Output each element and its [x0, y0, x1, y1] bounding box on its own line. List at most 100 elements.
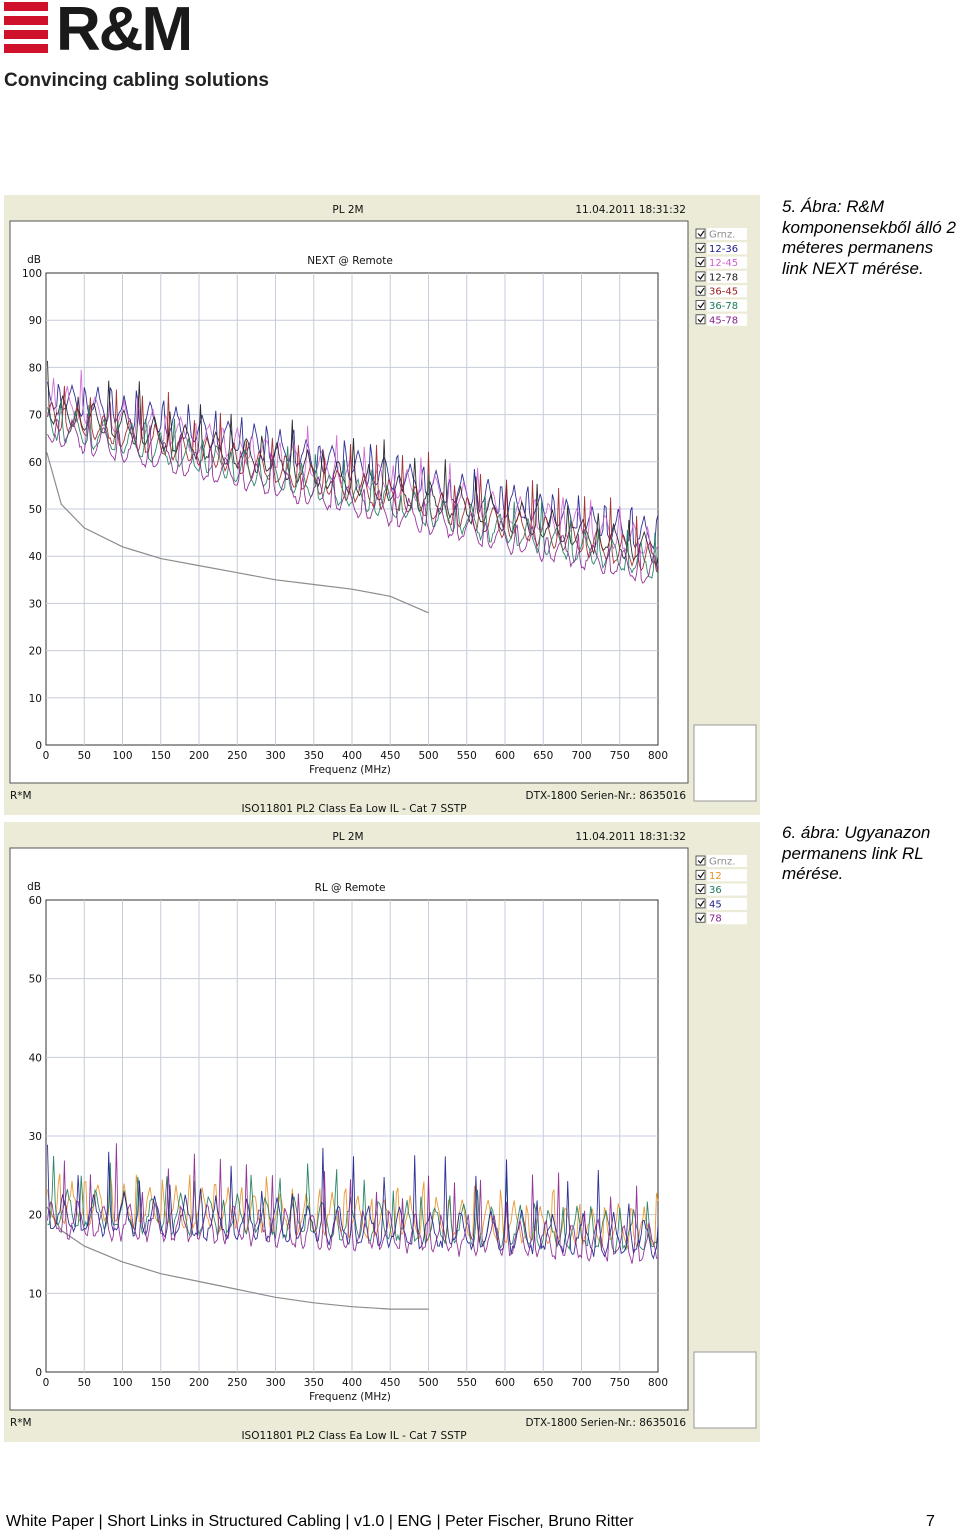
page-footer: White Paper | Short Links in Structured … — [6, 1513, 634, 1530]
y-tick-label: 50 — [29, 504, 42, 516]
checkmark-icon — [697, 244, 705, 252]
x-tick-label: 700 — [571, 750, 591, 762]
x-tick-label: 500 — [418, 750, 438, 762]
next-chart-svg: PL 2M 11.04.2011 18:31:32 NEXT @ Remote dB F… — [9, 204, 757, 815]
x-axis-label: Frequenz (MHz) — [309, 1391, 391, 1403]
legend-entry: 36 — [709, 885, 722, 896]
legend-checkbox — [695, 314, 706, 325]
x-tick-label: 350 — [304, 1377, 324, 1389]
x-tick-label: 650 — [533, 750, 553, 762]
legend-swatch-bg — [707, 869, 747, 882]
figure-rl-chart: PL 2M 11.04.2011 18:31:32 RL @ Remote dB Fre… — [4, 822, 760, 1442]
chart-header-date: 11.04.2011 18:31:32 — [575, 831, 686, 843]
legend-checkbox — [695, 242, 706, 253]
legend-checkbox — [695, 228, 706, 239]
x-tick-label: 600 — [495, 1377, 515, 1389]
legend-swatch-bg — [707, 256, 747, 269]
x-tick-label: 150 — [151, 1377, 171, 1389]
x-tick-label: 150 — [151, 750, 171, 762]
legend-swatch-bg — [707, 912, 747, 925]
legend-checkbox — [695, 855, 706, 866]
brand-logo: R&M Convincing cabling solutions — [4, 0, 304, 97]
checkmark-icon — [697, 914, 705, 922]
checkmark-icon — [697, 871, 705, 879]
legend-checkbox — [695, 300, 706, 310]
chart-header-title: PL 2M — [332, 204, 363, 216]
legend-entry: 45-78 — [709, 315, 738, 326]
x-tick-label: 800 — [648, 1377, 668, 1389]
empty-panel — [693, 724, 757, 802]
y-tick-label: 10 — [29, 693, 42, 705]
y-axis-label: dB — [27, 254, 41, 266]
measurement-trace — [47, 1144, 659, 1260]
x-tick-label: 250 — [227, 1377, 247, 1389]
legend-checkbox — [695, 912, 706, 923]
y-axis-label: dB — [27, 881, 41, 893]
legend-checkbox — [695, 884, 706, 894]
checkmark-icon — [697, 886, 705, 893]
x-tick-label: 800 — [648, 750, 668, 762]
y-tick-label: 60 — [29, 457, 42, 469]
x-tick-label: 500 — [418, 1377, 438, 1389]
y-tick-label: 90 — [29, 315, 42, 327]
x-tick-label: 450 — [380, 750, 400, 762]
checkmark-icon — [697, 287, 705, 295]
limit-line — [46, 1206, 429, 1310]
rl-chart-svg: PL 2M 11.04.2011 18:31:32 RL @ Remote dB Fre… — [9, 831, 757, 1442]
chart-footer-standard: ISO11801 PL2 Class Ea Low IL - Cat 7 SST… — [241, 1430, 466, 1442]
legend-entry: 12-45 — [709, 258, 738, 269]
y-tick-label: 40 — [29, 1052, 42, 1064]
chart-footer-standard: ISO11801 PL2 Class Ea Low IL - Cat 7 SST… — [241, 803, 466, 815]
x-tick-label: 750 — [610, 750, 630, 762]
x-tick-label: 550 — [457, 1377, 477, 1389]
chart-footer-device: DTX-1800 Serien-Nr.: 8635016 — [526, 1417, 687, 1429]
legend-checkbox — [695, 869, 706, 880]
checkmark-icon — [697, 230, 705, 237]
y-tick-label: 70 — [29, 410, 42, 422]
legend-swatch-bg — [707, 299, 747, 312]
y-tick-label: 80 — [29, 362, 42, 374]
x-tick-label: 50 — [78, 750, 91, 762]
x-tick-label: 100 — [112, 750, 132, 762]
chart-header-date: 11.04.2011 18:31:32 — [575, 204, 686, 216]
legend-swatch-bg — [707, 897, 747, 910]
x-tick-label: 400 — [342, 1377, 362, 1389]
figure-5-caption: 5. Ábra: R&M komponensekből álló 2 méter… — [782, 197, 956, 278]
chart-title: RL @ Remote — [315, 882, 386, 894]
figure-next-chart: PL 2M 11.04.2011 18:31:32 NEXT @ Remote dB F… — [4, 195, 760, 815]
logo-name: R&M — [56, 0, 193, 64]
legend-checkbox — [695, 271, 706, 282]
legend-swatch-bg — [707, 855, 747, 867]
y-tick-label: 50 — [29, 974, 42, 986]
chart-title: NEXT @ Remote — [307, 255, 393, 267]
legend-entry: 12-36 — [709, 244, 738, 255]
y-tick-label: 10 — [29, 1288, 42, 1300]
x-tick-label: 0 — [43, 750, 50, 762]
logo-tagline: Convincing cabling solutions — [4, 70, 269, 91]
legend-swatch-bg — [707, 228, 747, 240]
measurement-trace — [47, 398, 659, 579]
figure-6-caption: 6. ábra: Ugyanazon permanens link RL mér… — [782, 823, 931, 883]
y-tick-label: 0 — [35, 740, 42, 752]
legend-swatch-bg — [707, 285, 747, 298]
y-tick-label: 0 — [35, 1367, 42, 1379]
checkmark-icon — [697, 900, 705, 907]
y-tick-label: 40 — [29, 551, 42, 563]
legend-checkbox — [695, 257, 706, 267]
legend-swatch-bg — [707, 313, 747, 326]
y-tick-label: 30 — [29, 598, 42, 610]
y-tick-label: 60 — [29, 895, 42, 907]
legend-entry: 78 — [709, 914, 722, 925]
x-tick-label: 200 — [189, 1377, 209, 1389]
x-tick-label: 0 — [43, 1377, 50, 1389]
x-tick-label: 200 — [189, 750, 209, 762]
page-number: 7 — [926, 1513, 935, 1530]
chart-footer-left: R*M — [10, 790, 32, 802]
checkmark-icon — [697, 273, 705, 280]
measurement-trace — [47, 1143, 659, 1264]
legend-entry: 36-45 — [709, 287, 738, 298]
measurement-trace — [47, 369, 659, 555]
x-tick-label: 300 — [265, 750, 285, 762]
checkmark-icon — [697, 316, 705, 323]
x-tick-label: 650 — [533, 1377, 553, 1389]
